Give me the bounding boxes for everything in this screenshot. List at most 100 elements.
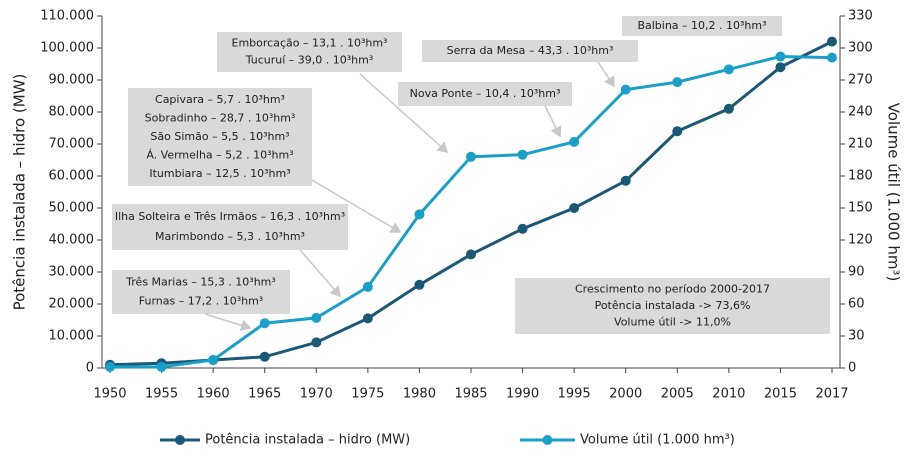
data-point	[620, 84, 631, 95]
x-tick-label: 1950	[93, 387, 126, 402]
data-point	[775, 62, 786, 73]
y2-tick-label: 150	[848, 201, 873, 216]
y-tick-label: 90.000	[49, 73, 95, 88]
annotation-text: Tucuruí – 39,0 . 10³hm³	[245, 54, 374, 67]
x-tick-label: 1965	[248, 387, 281, 402]
y-tick-label: 110.000	[40, 9, 94, 24]
data-point	[569, 203, 580, 213]
y-tick-label: 50.000	[49, 201, 95, 216]
legend-label: Potência instalada – hidro (MW)	[205, 433, 410, 448]
y2-tick-label: 300	[848, 41, 873, 56]
data-point	[362, 281, 373, 292]
y-tick-label: 70.000	[49, 137, 95, 152]
y2-tick-label: 210	[848, 137, 873, 152]
annotation-text: Volume útil -> 11,0%	[614, 316, 731, 329]
data-point	[672, 126, 683, 137]
data-point	[105, 361, 115, 372]
data-point	[569, 136, 580, 147]
y2-tick-label: 60	[848, 297, 865, 312]
data-point	[723, 64, 734, 75]
x-tick-label: 1960	[197, 387, 230, 402]
annotation-text: Potência instalada -> 73,6%	[595, 299, 751, 312]
annotation-text: Á. Vermelha – 5,2 . 10³hm³	[146, 148, 293, 161]
annotation-arrow	[544, 105, 562, 138]
x-tick-label: 1975	[351, 387, 384, 402]
data-point	[827, 36, 837, 47]
annotation-box	[112, 270, 290, 314]
x-tick-label: 2017	[815, 387, 848, 402]
y-tick-label: 40.000	[49, 233, 95, 248]
annotation-box	[515, 278, 830, 334]
y2-tick-label: 180	[848, 169, 873, 184]
annotation-text: Sobradinho – 28,7 . 10³hm³	[145, 112, 296, 125]
annotation-box	[112, 204, 348, 250]
y2-axis-title: Volume útil (1.000 hm³)	[885, 103, 903, 282]
legend-marker	[542, 435, 553, 445]
x-tick-label: 2005	[661, 387, 694, 402]
annotation-text: Emborcação – 13,1 . 10³hm³	[232, 37, 388, 50]
data-point	[466, 249, 476, 260]
legend-label: Volume útil (1.000 hm³)	[580, 433, 735, 448]
annotation-text: Capivara – 5,7 . 10³hm³	[155, 93, 285, 106]
annotation-text: Ilha Solteira e Três Irmãos – 16,3 . 10³…	[115, 210, 345, 223]
y-tick-label: 10.000	[49, 329, 95, 344]
annotation-box	[398, 82, 572, 106]
annotation-text: Marimbondo – 5,3 . 10³hm³	[155, 230, 305, 243]
x-tick-label: 1990	[506, 387, 539, 402]
annotation-text: Furnas – 17,2 . 10³hm³	[139, 295, 263, 308]
annotation-text: Crescimento no período 2000-2017	[575, 282, 770, 295]
annotation-text: Serra da Mesa – 43,3 . 10³hm³	[447, 44, 614, 57]
annotation-arrow	[597, 61, 615, 88]
data-point	[723, 103, 734, 114]
data-point	[827, 52, 837, 63]
data-point	[517, 223, 528, 234]
x-tick-label: 1985	[454, 387, 487, 402]
data-point	[414, 279, 425, 290]
data-point	[362, 313, 373, 324]
y2-tick-label: 270	[848, 73, 873, 88]
y2-tick-label: 30	[848, 329, 865, 344]
annotation-text: Itumbiara – 12,5 . 10³hm³	[149, 167, 290, 180]
annotation-text: São Simão – 5,5 . 10³hm³	[150, 130, 289, 143]
y2-tick-label: 120	[848, 233, 873, 248]
data-point	[259, 351, 270, 362]
data-point	[672, 77, 683, 88]
x-tick-label: 1980	[403, 387, 436, 402]
annotation-box	[217, 32, 402, 72]
data-point	[775, 51, 786, 62]
legend-marker	[175, 435, 185, 445]
annotation-text: Nova Ponte – 10,4 . 10³hm³	[410, 87, 561, 100]
annotation-text: Balbina – 10,2 . 10³hm³	[637, 19, 766, 32]
annotation-box	[622, 16, 782, 36]
annotation-box	[422, 40, 638, 62]
y2-tick-label: 0	[848, 361, 856, 376]
data-point	[259, 318, 270, 329]
data-point	[208, 355, 219, 365]
x-tick-label: 1970	[300, 387, 333, 402]
annotation-arrow	[359, 73, 449, 154]
annotation-text: Três Marias – 15,3 . 10³hm³	[125, 276, 276, 289]
data-point	[414, 209, 425, 220]
y2-tick-label: 240	[848, 105, 873, 120]
data-point	[311, 337, 322, 348]
y-tick-label: 60.000	[49, 169, 95, 184]
data-point	[620, 175, 631, 186]
y-axis-title: Potência instalada – hidro (MW)	[11, 74, 29, 311]
data-point	[517, 149, 528, 160]
annotation-arrow	[311, 179, 402, 233]
x-tick-label: 2015	[764, 387, 797, 402]
x-tick-label: 1995	[558, 387, 591, 402]
y-tick-label: 80.000	[49, 105, 95, 120]
y-tick-label: 100.000	[40, 41, 94, 56]
data-point	[466, 151, 476, 162]
x-tick-label: 2010	[712, 387, 745, 402]
x-tick-label: 1955	[145, 387, 178, 402]
annotation-arrow	[204, 313, 252, 332]
y-tick-label: 30.000	[49, 265, 95, 280]
x-tick-label: 2000	[609, 387, 642, 402]
annotation-arrow	[299, 249, 341, 298]
y2-tick-label: 330	[848, 9, 873, 24]
annotation-box	[128, 88, 312, 186]
y-tick-label: 20.000	[49, 297, 95, 312]
